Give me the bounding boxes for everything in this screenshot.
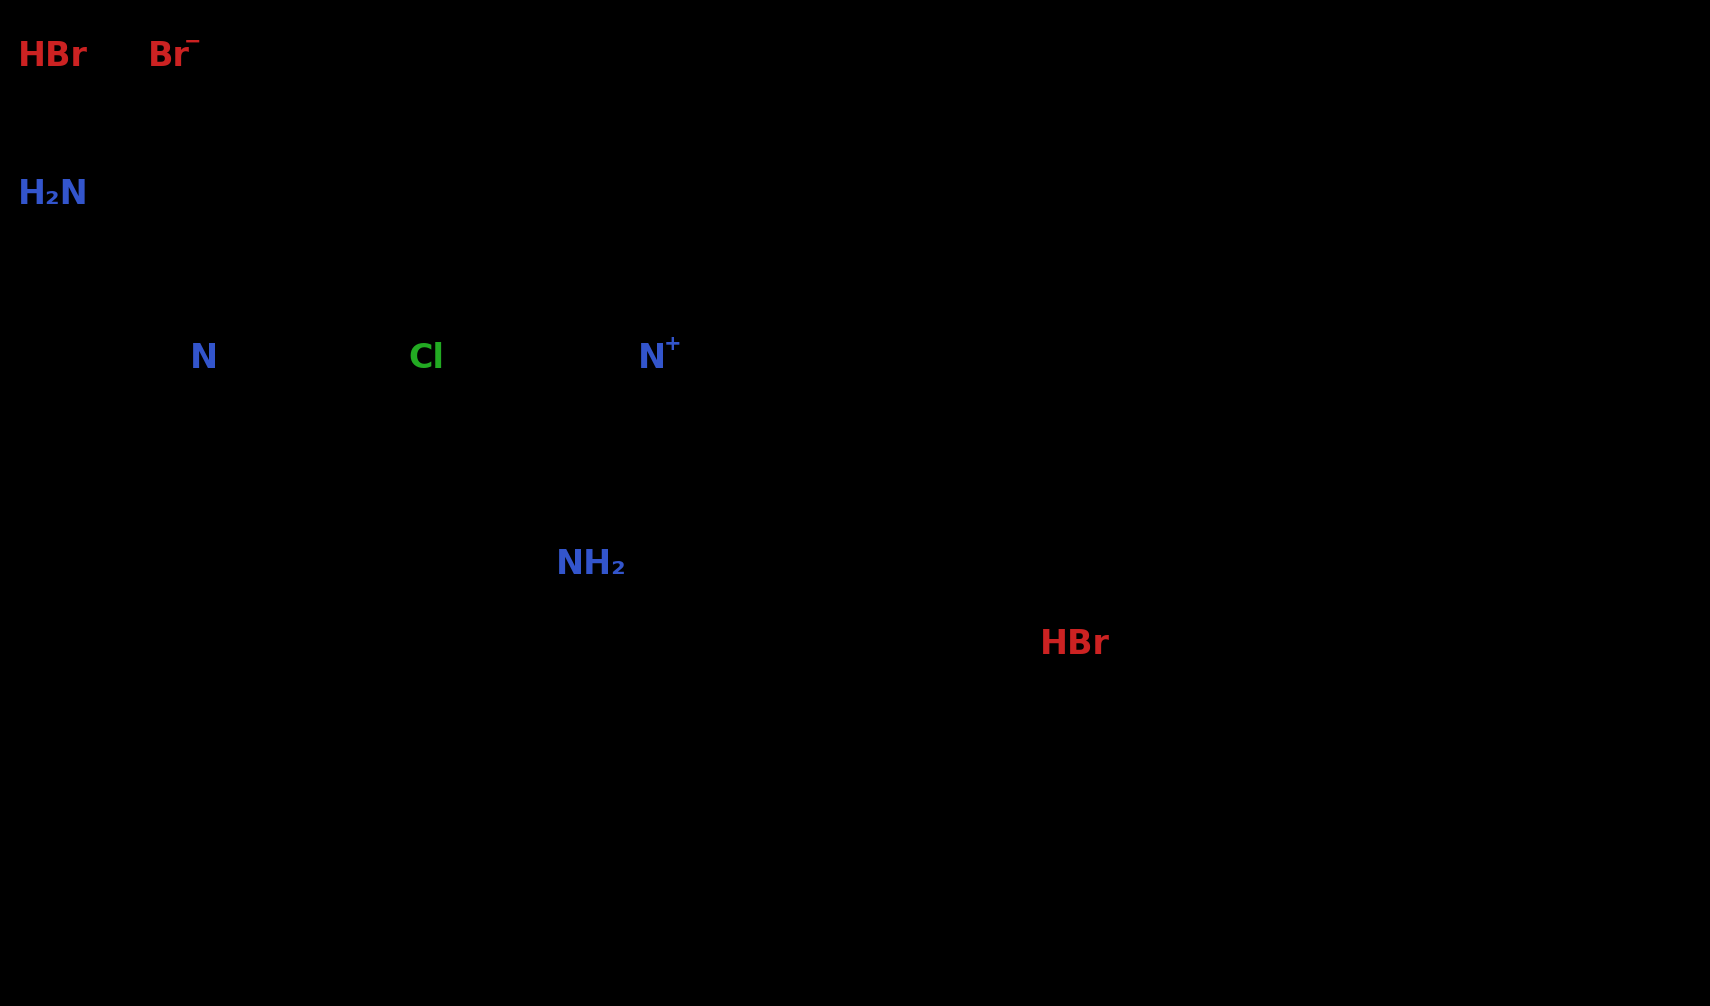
Text: −: −: [185, 32, 202, 52]
Text: H₂N: H₂N: [19, 178, 89, 211]
Text: HBr: HBr: [19, 40, 87, 73]
Text: N: N: [638, 342, 667, 375]
Text: +: +: [663, 334, 682, 354]
Text: Cl: Cl: [409, 342, 445, 375]
Text: NH₂: NH₂: [556, 548, 628, 581]
Text: HBr: HBr: [1040, 628, 1110, 661]
Text: N: N: [190, 342, 219, 375]
Text: Br: Br: [149, 40, 190, 73]
